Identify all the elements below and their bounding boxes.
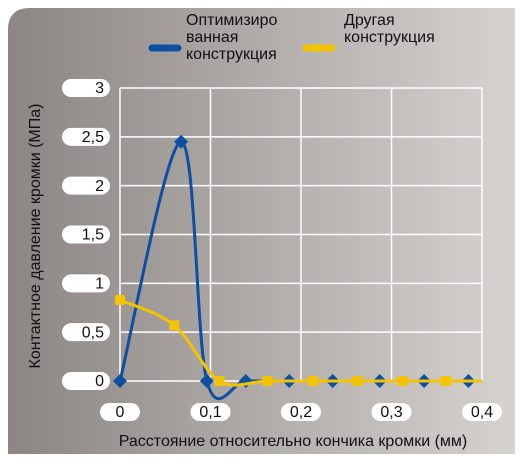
- background: [8, 8, 515, 454]
- x-tick-label: 0: [116, 404, 125, 421]
- marker: [440, 376, 451, 386]
- x-tick-label: 0,4: [471, 404, 493, 421]
- y-tick-label: 2: [95, 178, 104, 195]
- marker: [174, 134, 189, 149]
- y-tick-label: 1: [95, 276, 104, 293]
- y-tick-label: 3: [95, 80, 104, 97]
- y-axis-label: Контактное давление кромки (МПа): [27, 104, 44, 369]
- tick-pill: [62, 79, 110, 97]
- marker: [169, 320, 180, 331]
- x-tick-label: 0,1: [199, 404, 221, 421]
- legend-label: Оптимизиро ванная конструкция: [186, 12, 278, 63]
- marker: [397, 376, 408, 386]
- marker: [307, 376, 318, 386]
- tick-pill: [62, 323, 110, 342]
- tick-pill: [62, 127, 110, 146]
- marker: [199, 374, 214, 388]
- marker: [115, 294, 125, 305]
- tick-pill: [62, 176, 110, 195]
- marker: [352, 376, 363, 386]
- tick-pill: [462, 403, 502, 421]
- tick-pill: [62, 372, 110, 390]
- tick-pill: [62, 274, 110, 293]
- legend-label: Другая конструкция: [344, 12, 435, 46]
- tick-pill: [190, 403, 231, 421]
- marker: [214, 376, 225, 386]
- x-axis-label: Расстояние относительно кончика кромки (…: [119, 433, 468, 450]
- tick-pill: [371, 403, 412, 421]
- tick-pill: [100, 403, 140, 421]
- x-tick-label: 0,2: [290, 404, 312, 421]
- y-tick-label: 2,5: [82, 129, 104, 146]
- marker: [262, 376, 273, 386]
- y-tick-label: 0,5: [82, 324, 104, 341]
- tick-pill: [281, 403, 321, 421]
- tick-pill: [62, 225, 110, 244]
- x-tick-label: 0,3: [380, 404, 402, 421]
- y-tick-label: 0: [95, 373, 104, 390]
- marker: [113, 374, 127, 388]
- y-tick-label: 1,5: [82, 227, 104, 244]
